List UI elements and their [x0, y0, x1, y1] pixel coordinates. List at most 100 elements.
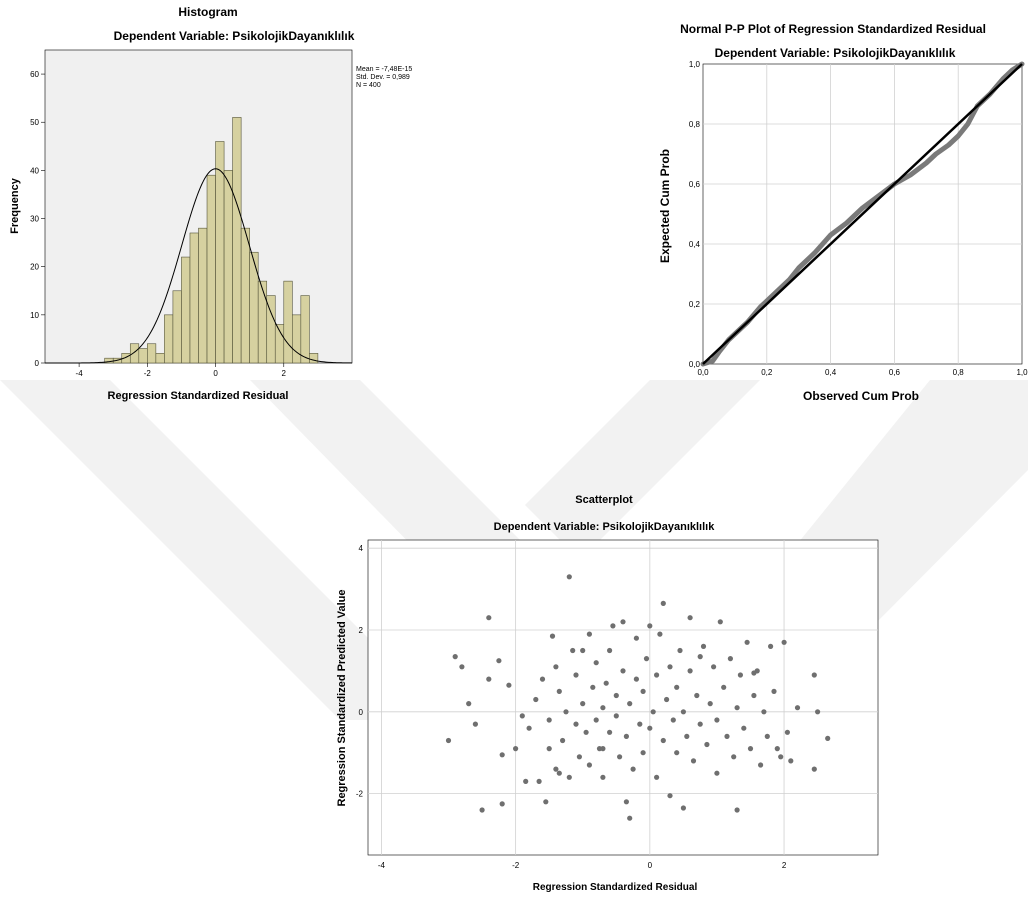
scatterplot-point-61 — [640, 688, 646, 694]
histogram-bar-23 — [300, 295, 310, 364]
scatterplot-point-104 — [751, 692, 757, 699]
scatterplot-point-70 — [660, 737, 666, 744]
histogram-bar-12 — [206, 174, 216, 364]
scatterplot-x-label: Regression Standardized Residual — [533, 882, 698, 893]
scatterplot-point-55 — [627, 701, 633, 707]
scatterplot-point-28 — [566, 774, 572, 780]
scatterplot-point-95 — [724, 733, 730, 739]
scatterplot-point-120 — [825, 735, 831, 741]
scatterplot-point-21 — [549, 633, 556, 639]
scatterplot-point-62 — [640, 750, 646, 756]
scatterplot-point-26 — [563, 709, 569, 715]
scatterplot-y-tick-label: 0 — [359, 708, 364, 717]
scatterplot-x-ticks: -4 -2 0 2 — [378, 861, 787, 870]
pp-plot-y-tick-label: 0,4 — [689, 240, 701, 249]
scatterplot-point-71 — [660, 600, 666, 606]
pp-plot-x-label: Observed Cum Prob — [803, 389, 919, 403]
scatterplot-point-16 — [536, 778, 542, 784]
scatterplot-point-90 — [711, 664, 717, 670]
scatterplot-point-51 — [620, 668, 626, 674]
scatterplot-point-32 — [576, 754, 582, 760]
scatterplot-point-123 — [697, 654, 703, 660]
scatterplot-point-99 — [734, 807, 740, 813]
scatterplot-point-76 — [674, 750, 680, 756]
scatterplot-point-13 — [523, 778, 529, 784]
scatterplot-point-24 — [556, 688, 562, 694]
scatterplot-point-9 — [499, 801, 505, 807]
scatterplot-point-2 — [459, 664, 465, 670]
scatterplot-point-67 — [654, 774, 660, 780]
histogram-stat-mean: Mean = -7,48E-15 — [356, 66, 412, 73]
scatterplot-point-98 — [734, 705, 740, 711]
scatterplot-point-56 — [627, 815, 633, 821]
scatterplot-point-112 — [778, 754, 784, 760]
histogram-bar-8 — [172, 290, 182, 364]
pp-plot-y-tick-label: 1,0 — [689, 60, 701, 69]
scatterplot-point-103 — [747, 746, 754, 752]
scatterplot-point-47 — [610, 623, 616, 629]
histogram-x-ticks: -4 -2 0 2 — [76, 363, 287, 378]
pp-plot-x-tick-label: 0,2 — [761, 368, 773, 377]
histogram-x-tick-label: -2 — [144, 369, 152, 378]
scatterplot-points — [445, 574, 831, 821]
scatterplot-point-97 — [731, 754, 737, 760]
histogram-normal-curve — [45, 168, 353, 364]
scatterplot-point-106 — [758, 762, 764, 768]
pp-plot-x-tick-label: 0,8 — [953, 368, 965, 377]
scatterplot-point-92 — [714, 717, 720, 723]
histogram-subtitle: Dependent Variable: PsikolojikDayanıklıl… — [114, 29, 355, 43]
scatterplot-point-60 — [637, 721, 643, 727]
scatterplot-x-tick-label: 2 — [782, 861, 787, 870]
scatterplot-point-117 — [811, 672, 817, 678]
scatterplot-point-25 — [560, 737, 566, 744]
scatterplot-point-110 — [771, 688, 777, 694]
scatterplot-point-73 — [667, 793, 673, 799]
histogram-x-tick-label: 2 — [282, 369, 287, 378]
scatterplot-point-118 — [815, 709, 821, 715]
scatterplot-y-tick-label: 2 — [359, 626, 364, 635]
histogram-y-tick-label: 30 — [30, 215, 39, 224]
histogram-x-tick-label: -4 — [76, 369, 84, 378]
scatterplot-title: Scatterplot — [575, 494, 633, 506]
histogram-bars — [104, 117, 319, 364]
histogram-bar-7 — [164, 314, 174, 364]
scatterplot-point-48 — [613, 713, 619, 719]
scatterplot-point-57 — [630, 766, 636, 772]
scatterplot-point-79 — [680, 805, 686, 811]
scatterplot-point-107 — [761, 709, 767, 715]
scatterplot-point-44 — [603, 680, 609, 686]
histogram-stat-n: N = 400 — [356, 82, 381, 89]
scatterplot-point-91 — [714, 770, 720, 776]
scatterplot-point-109 — [768, 643, 774, 649]
scatterplot-point-49 — [613, 692, 619, 699]
histogram-bar-10 — [189, 232, 199, 364]
scatterplot-point-113 — [781, 639, 787, 645]
scatterplot-point-8 — [496, 658, 502, 664]
scatterplot-point-115 — [788, 758, 794, 764]
scatterplot-y-tick-label: 4 — [359, 544, 364, 553]
scatterplot-point-19 — [546, 717, 552, 723]
histogram-y-ticks: 0 10 20 30 40 50 60 — [30, 70, 45, 368]
scatterplot-point-93 — [717, 619, 723, 625]
scatterplot-point-10 — [499, 752, 505, 758]
scatterplot-area — [367, 539, 879, 856]
scatterplot-point-40 — [593, 660, 599, 666]
scatterplot-point-88 — [704, 741, 710, 748]
scatterplot-point-124 — [751, 670, 757, 676]
pp-plot-x-tick-label: 1,0 — [1016, 368, 1028, 377]
histogram-bar-9 — [181, 256, 191, 364]
pp-plot-y-tick-label: 0,6 — [689, 180, 701, 189]
pp-plot-y-tick-label: 0,0 — [689, 360, 701, 369]
histogram-y-label: Frequency — [9, 177, 21, 234]
scatterplot-point-86 — [697, 721, 703, 727]
pp-plot-y-tick-label: 0,2 — [689, 300, 701, 309]
pp-plot-y-tick-label: 0,8 — [689, 120, 701, 129]
scatterplot-point-87 — [700, 643, 707, 649]
scatterplot-point-38 — [590, 684, 596, 690]
pp-plot-x-tick-label: 0,4 — [825, 368, 837, 377]
scatterplot-point-39 — [593, 717, 599, 723]
histogram-bar-21 — [283, 280, 293, 364]
scatterplot-point-75 — [670, 717, 676, 723]
histogram-bar-24 — [309, 353, 319, 364]
scatterplot-x-tick-label: -2 — [512, 861, 520, 870]
